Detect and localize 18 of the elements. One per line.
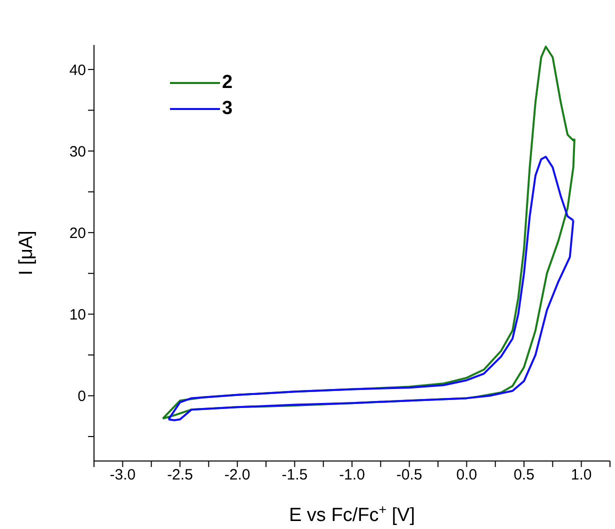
legend-label: 2 xyxy=(222,72,233,94)
x-tick-label: -2.0 xyxy=(224,466,250,484)
x-axis-title: E vs Fc/Fc$^{+}$ [V] xyxy=(288,502,416,526)
y-tick-label: 20 xyxy=(69,224,86,242)
x-tick-label: -0.5 xyxy=(396,466,422,484)
x-tick-label: -1.5 xyxy=(282,466,308,484)
x-tick-label: 1.0 xyxy=(570,466,592,484)
x-tick-label: 0.0 xyxy=(456,466,478,484)
legend-label: 3 xyxy=(222,98,233,120)
y-tick-label: 40 xyxy=(69,62,86,79)
x-tick-label: -1.0 xyxy=(339,466,365,484)
y-tick-label: 0 xyxy=(78,388,86,406)
x-tick-label: -2.5 xyxy=(167,466,193,484)
y-tick-label: 30 xyxy=(69,143,86,160)
x-tick-label: 0.5 xyxy=(514,466,534,484)
y-tick-label: 10 xyxy=(69,306,86,324)
x-tick-label: -3.0 xyxy=(110,466,136,484)
y-axis-title: I [μA] xyxy=(16,230,37,276)
